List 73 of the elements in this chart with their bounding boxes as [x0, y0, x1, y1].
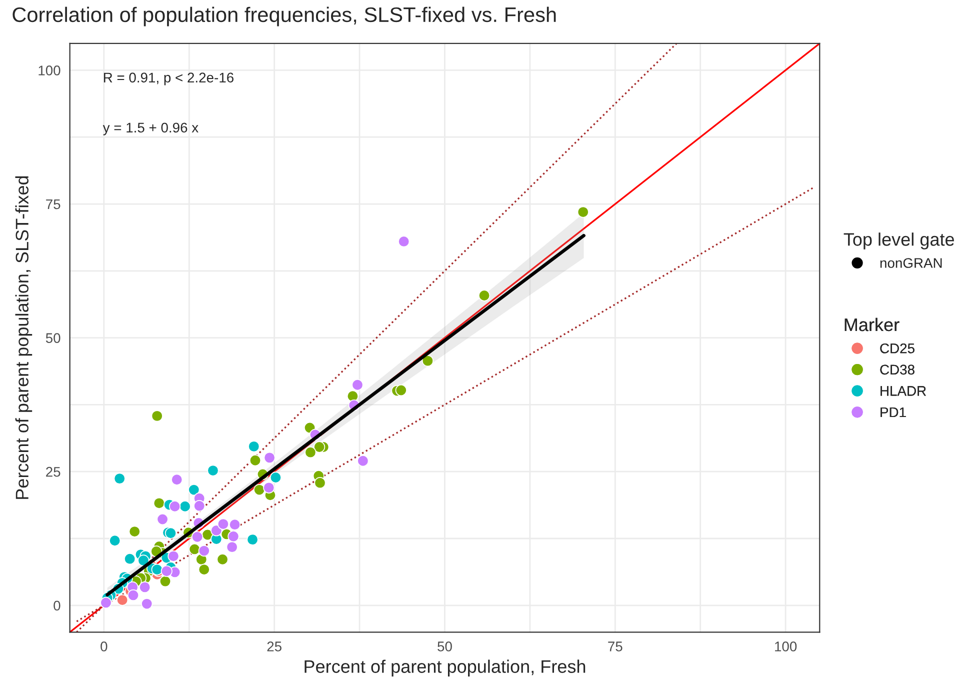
point — [346, 390, 359, 402]
point — [357, 455, 369, 467]
point — [160, 565, 172, 577]
point — [304, 446, 316, 458]
point — [270, 472, 282, 484]
point — [139, 581, 151, 593]
legend-label: CD25 — [880, 343, 914, 354]
x-axis-title: Percent of parent population, Fresh — [304, 660, 586, 677]
legend-label: nonGRAN — [880, 258, 942, 268]
y-axis-title: Percent of parent population, SLST-fixed — [15, 176, 32, 499]
x-tick-label: 25 — [267, 642, 282, 652]
text: Marker — [844, 318, 900, 332]
point — [246, 534, 258, 546]
point — [198, 564, 210, 576]
y-tick-label: 25 — [46, 466, 60, 477]
point — [153, 497, 165, 509]
point — [168, 550, 180, 562]
y-tick-label: 50 — [46, 333, 60, 343]
point — [228, 530, 240, 542]
x-tick-label: 75 — [608, 642, 622, 652]
point — [207, 464, 219, 476]
point — [314, 441, 326, 453]
point — [141, 598, 153, 610]
point — [216, 554, 228, 566]
point — [577, 206, 589, 218]
point — [210, 524, 222, 536]
point — [198, 545, 210, 557]
point — [169, 500, 181, 512]
point — [229, 518, 241, 530]
y-tick-label: 0 — [54, 600, 60, 611]
point — [179, 500, 191, 512]
point — [314, 477, 326, 489]
point — [192, 531, 204, 543]
chart-title: Correlation of population frequencies, SLST-fixed vs. Fresh — [12, 6, 556, 26]
point — [151, 410, 163, 422]
point — [226, 541, 238, 553]
point — [164, 527, 177, 539]
point — [248, 440, 260, 452]
point — [352, 379, 364, 391]
point — [249, 454, 262, 466]
annotation: y = 1.5 + 0.96 x — [102, 122, 198, 136]
y-tick-label: 100 — [38, 66, 60, 76]
point — [159, 576, 172, 588]
point — [124, 553, 136, 565]
point — [188, 543, 200, 555]
annotation: R = 0.91, p < 2.2e-16 — [104, 72, 234, 86]
x-tick-label: 100 — [775, 642, 797, 652]
legend-label: HLADR — [880, 386, 926, 396]
point — [422, 355, 434, 367]
point — [127, 589, 140, 602]
legend-label: PD1 — [880, 407, 906, 417]
point — [395, 384, 407, 396]
y-tick-label: 75 — [46, 199, 60, 210]
text: Top level gate — [844, 232, 954, 250]
legend-label: CD38 — [880, 364, 914, 375]
x-tick-label: 50 — [438, 642, 452, 652]
point — [398, 236, 410, 248]
point — [114, 472, 126, 484]
point — [109, 534, 121, 546]
point — [171, 474, 183, 486]
point — [116, 594, 128, 606]
point — [478, 290, 490, 302]
point — [217, 518, 230, 530]
point — [188, 484, 200, 496]
point — [156, 513, 168, 526]
point — [264, 452, 276, 464]
point — [138, 554, 150, 566]
point — [254, 484, 266, 496]
point — [194, 500, 206, 512]
point — [128, 526, 140, 538]
point — [100, 596, 112, 609]
x-tick-label: 0 — [100, 642, 108, 652]
point — [263, 482, 275, 494]
